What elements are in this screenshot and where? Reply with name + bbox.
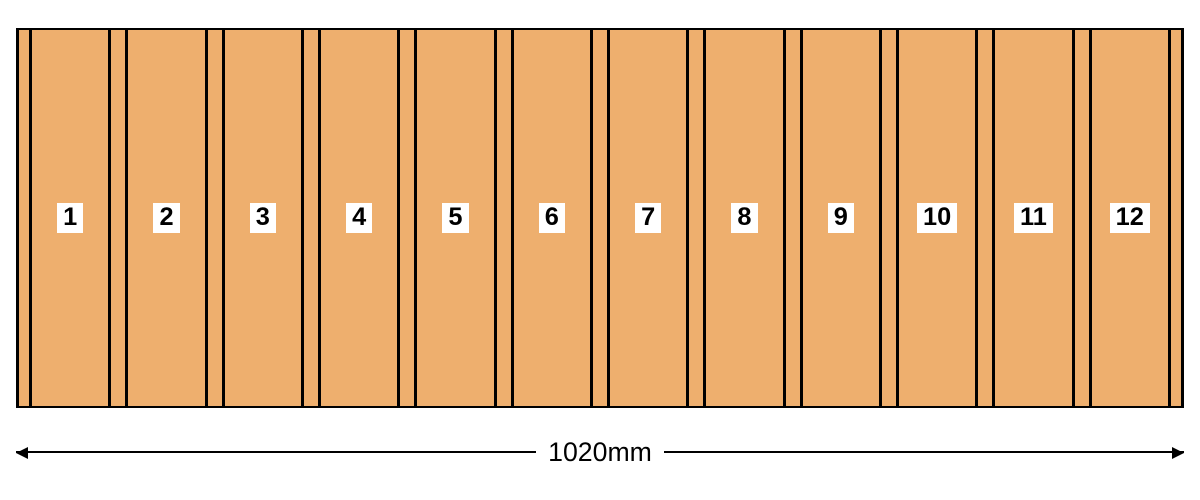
- diagram-stage: 123456789101112 1020mm: [0, 0, 1200, 500]
- panel: 4: [321, 30, 397, 406]
- panel-number: 3: [250, 203, 276, 232]
- dimension-row: 1020mm: [16, 442, 1184, 462]
- mid-strip: [882, 30, 896, 406]
- mid-strip: [978, 30, 992, 406]
- panel-row: 123456789101112: [16, 28, 1184, 408]
- divider: [1181, 30, 1184, 406]
- panel: 5: [417, 30, 493, 406]
- panel-number: 1: [57, 203, 83, 232]
- mid-strip: [786, 30, 800, 406]
- panel-number: 6: [539, 203, 565, 232]
- panel: 1: [32, 30, 108, 406]
- panel-number: 7: [635, 203, 661, 232]
- dimension-line-left: [16, 451, 536, 453]
- panel-number: 8: [731, 203, 757, 232]
- mid-strip: [497, 30, 511, 406]
- edge-strip: [19, 30, 29, 406]
- mid-strip: [593, 30, 607, 406]
- panel: 2: [128, 30, 204, 406]
- panel: 8: [706, 30, 782, 406]
- panel: 7: [610, 30, 686, 406]
- panel: 3: [225, 30, 301, 406]
- panel-number: 5: [442, 203, 468, 232]
- panel: 11: [995, 30, 1071, 406]
- panel-number: 4: [346, 203, 372, 232]
- dimension-label: 1020mm: [536, 437, 664, 468]
- arrow-right-icon: [1172, 447, 1184, 459]
- mid-strip: [689, 30, 703, 406]
- panel-number: 11: [1014, 203, 1053, 232]
- panel-number: 10: [917, 203, 957, 232]
- panel-number: 2: [153, 203, 179, 232]
- mid-strip: [208, 30, 222, 406]
- mid-strip: [111, 30, 125, 406]
- panel: 6: [514, 30, 590, 406]
- mid-strip: [1075, 30, 1089, 406]
- arrow-left-icon: [16, 447, 28, 459]
- dimension-line-right: [664, 451, 1184, 453]
- panel: 9: [803, 30, 879, 406]
- panel-number: 9: [828, 203, 854, 232]
- panel: 10: [899, 30, 975, 406]
- mid-strip: [400, 30, 414, 406]
- mid-strip: [304, 30, 318, 406]
- panel-number: 12: [1110, 203, 1150, 232]
- edge-strip: [1171, 30, 1181, 406]
- panel: 12: [1092, 30, 1168, 406]
